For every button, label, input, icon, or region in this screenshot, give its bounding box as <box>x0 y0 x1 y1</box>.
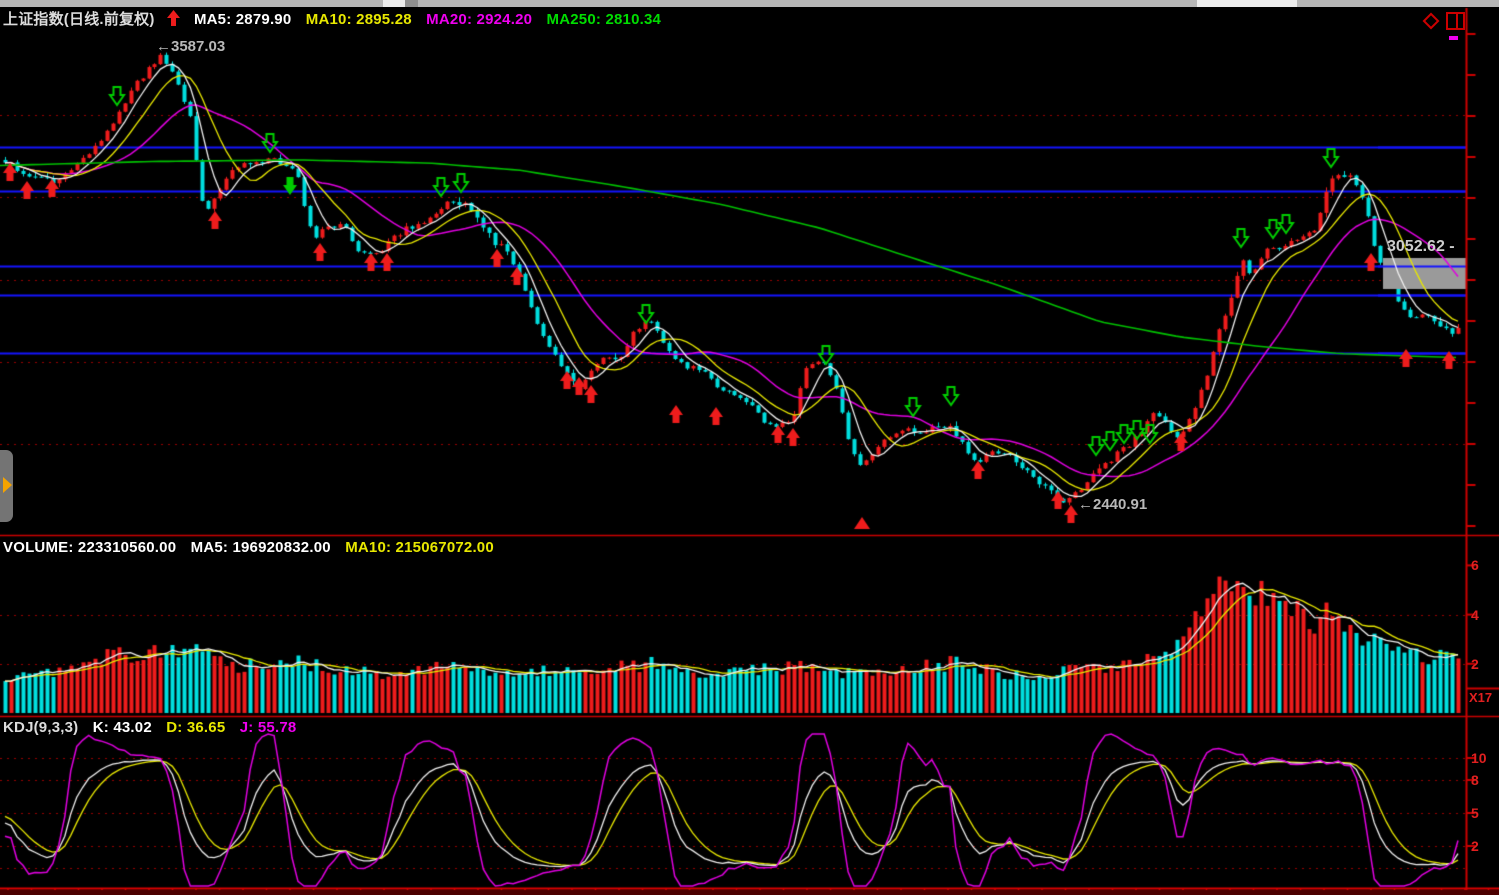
kdj-axis-tick-label: 5 <box>1471 805 1479 821</box>
window-edge-notch <box>405 0 418 7</box>
window-edge-segment <box>383 0 405 7</box>
kdj-d-value: D: 36.65 <box>166 719 226 736</box>
kdj-axis-tick-label: 10 <box>1471 750 1487 766</box>
trough-price-annotation: ←2440.91 <box>1078 496 1148 513</box>
sidebar-expand-handle[interactable] <box>0 450 13 522</box>
ma5-value: MA5: 2879.90 <box>193 11 292 28</box>
kdj-j-value: J: 55.78 <box>239 719 297 736</box>
instrument-title[interactable]: 上证指数(日线.前复权) <box>3 11 155 28</box>
ma250-value: MA250: 2810.34 <box>546 11 662 28</box>
price-marker-label: 3052.62 - <box>1387 238 1455 255</box>
volume-axis-tick-label: 2 <box>1471 655 1479 672</box>
kdj-axis-tick-label: 2 <box>1471 838 1479 854</box>
volume-scale-multiplier: X17 <box>1469 690 1493 705</box>
volume-axis-tick-label: 4 <box>1471 606 1479 623</box>
main-pane-header: 上证指数(日线.前复权) MA5: 2879.90 MA10: 2895.28 … <box>3 8 671 30</box>
volume-ma10-value: MA10: 215067072.00 <box>345 539 494 556</box>
pane-layout-icon-divider <box>1456 14 1458 28</box>
right-triangle-icon <box>3 477 12 493</box>
window-edge-segment <box>1197 0 1297 7</box>
ma20-value: MA20: 2924.20 <box>426 11 533 28</box>
magenta-tick-icon <box>1449 36 1458 40</box>
peak-price-annotation: ←3587.03 <box>156 38 226 55</box>
kdj-pane-header: KDJ(9,3,3) K: 43.02 D: 36.65 J: 55.78 <box>3 719 306 736</box>
kdj-indicator-label[interactable]: KDJ(9,3,3) <box>3 719 79 736</box>
window-top-edge <box>0 0 1499 7</box>
up-arrow-icon <box>166 10 180 30</box>
kdj-axis-tick-label: 8 <box>1471 772 1479 788</box>
pane-layout-icon[interactable] <box>1446 12 1465 30</box>
volume-axis-tick-label: 6 <box>1471 557 1479 574</box>
kdj-k-value: K: 43.02 <box>92 719 152 736</box>
volume-pane-header: VOLUME: 223310560.00 MA5: 196920832.00 M… <box>3 539 504 556</box>
ma10-value: MA10: 2895.28 <box>305 11 412 28</box>
volume-value: VOLUME: 223310560.00 <box>3 539 177 556</box>
volume-ma5-value: MA5: 196920832.00 <box>190 539 331 556</box>
